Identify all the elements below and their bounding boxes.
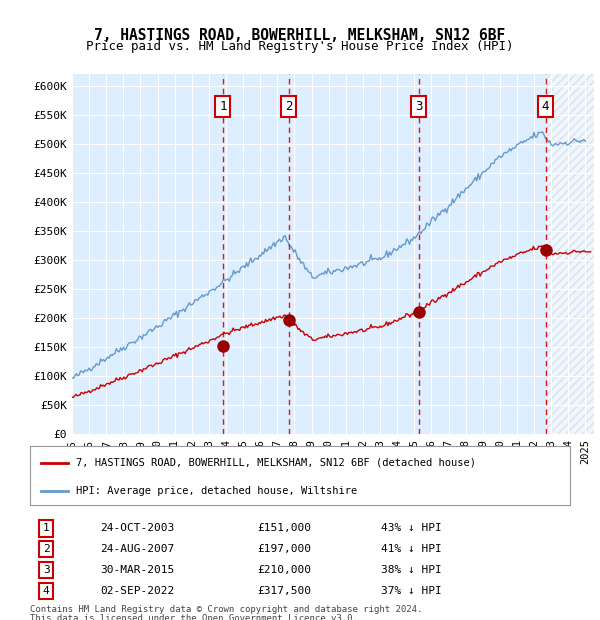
- Text: 2: 2: [43, 544, 50, 554]
- Text: 1: 1: [219, 100, 227, 113]
- Text: £317,500: £317,500: [257, 586, 311, 596]
- Text: 37% ↓ HPI: 37% ↓ HPI: [381, 586, 442, 596]
- Bar: [545, 74, 594, 434]
- Text: 1: 1: [43, 523, 50, 533]
- Text: 3: 3: [415, 100, 422, 113]
- Text: 43% ↓ HPI: 43% ↓ HPI: [381, 523, 442, 533]
- Text: This data is licensed under the Open Government Licence v3.0.: This data is licensed under the Open Gov…: [30, 614, 358, 620]
- Text: 2: 2: [285, 100, 292, 113]
- Text: 4: 4: [542, 100, 550, 113]
- Text: 24-OCT-2003: 24-OCT-2003: [100, 523, 175, 533]
- Text: Contains HM Land Registry data © Crown copyright and database right 2024.: Contains HM Land Registry data © Crown c…: [30, 604, 422, 614]
- Text: 3: 3: [43, 565, 50, 575]
- Text: Price paid vs. HM Land Registry's House Price Index (HPI): Price paid vs. HM Land Registry's House …: [86, 40, 514, 53]
- Text: £151,000: £151,000: [257, 523, 311, 533]
- Text: 41% ↓ HPI: 41% ↓ HPI: [381, 544, 442, 554]
- Text: 24-AUG-2007: 24-AUG-2007: [100, 544, 175, 554]
- Text: £197,000: £197,000: [257, 544, 311, 554]
- Text: £210,000: £210,000: [257, 565, 311, 575]
- Text: 7, HASTINGS ROAD, BOWERHILL, MELKSHAM, SN12 6BF (detached house): 7, HASTINGS ROAD, BOWERHILL, MELKSHAM, S…: [76, 458, 476, 468]
- Text: 38% ↓ HPI: 38% ↓ HPI: [381, 565, 442, 575]
- Text: 30-MAR-2015: 30-MAR-2015: [100, 565, 175, 575]
- Text: 7, HASTINGS ROAD, BOWERHILL, MELKSHAM, SN12 6BF: 7, HASTINGS ROAD, BOWERHILL, MELKSHAM, S…: [94, 28, 506, 43]
- Text: 02-SEP-2022: 02-SEP-2022: [100, 586, 175, 596]
- Text: HPI: Average price, detached house, Wiltshire: HPI: Average price, detached house, Wilt…: [76, 485, 357, 495]
- Text: 4: 4: [43, 586, 50, 596]
